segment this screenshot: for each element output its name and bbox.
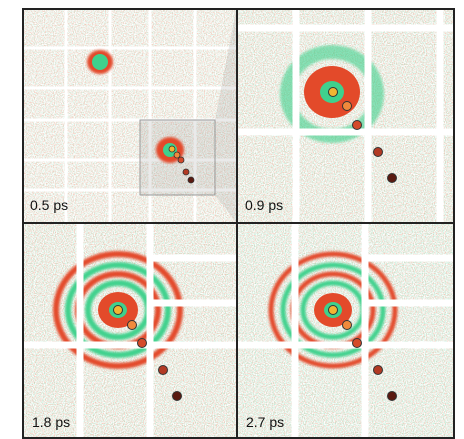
panel: 1.8 ps <box>24 224 236 437</box>
figure: 0.5 ps 0.9 ps <box>0 0 464 439</box>
panel: 0.9 ps <box>238 10 453 222</box>
panel: 2.7 ps <box>238 224 453 437</box>
panel: 0.5 ps <box>24 10 236 222</box>
time-label: 1.8 ps <box>32 414 70 430</box>
time-label: 0.9 ps <box>245 197 283 213</box>
time-label: 0.5 ps <box>30 197 68 213</box>
time-label: 2.7 ps <box>246 414 284 430</box>
